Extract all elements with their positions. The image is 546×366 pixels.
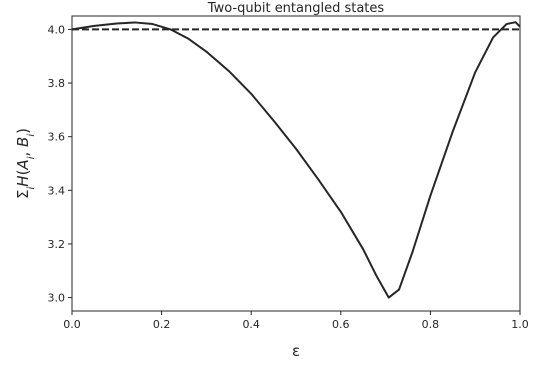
y-label-paren-close: ) bbox=[14, 128, 32, 134]
series-curve bbox=[71, 21, 521, 299]
plot-frame bbox=[71, 15, 521, 312]
x-tick-label: 0.0 bbox=[63, 318, 81, 331]
y-tick-label: 3.6 bbox=[48, 131, 66, 144]
y-tick-label: 3.2 bbox=[48, 238, 66, 251]
y-axis-label: ΣiH(Ai, Bi) bbox=[14, 128, 37, 199]
y-label-A: A bbox=[14, 159, 32, 170]
x-axis: 0.0 0.2 0.4 0.6 0.8 1.0 bbox=[63, 311, 529, 331]
y-label-comma: , bbox=[14, 147, 32, 157]
y-label-B: B bbox=[14, 137, 32, 147]
y-label-sub-i3: i bbox=[26, 134, 37, 137]
y-axis: 3.0 3.2 3.4 3.6 3.8 4.0 bbox=[48, 23, 72, 305]
y-label-H: H bbox=[14, 175, 32, 186]
x-tick-label: 0.8 bbox=[422, 318, 440, 331]
y-label-sub-i2: i bbox=[26, 156, 37, 159]
y-tick-label: 4.0 bbox=[48, 23, 66, 36]
y-tick-label: 3.4 bbox=[48, 184, 66, 197]
x-axis-label: ε bbox=[292, 342, 300, 360]
x-tick-label: 1.0 bbox=[511, 318, 529, 331]
y-tick-label: 3.0 bbox=[48, 292, 66, 305]
x-tick-label: 0.2 bbox=[153, 318, 171, 331]
y-label-sub-i: i bbox=[26, 186, 37, 189]
x-tick-label: 0.4 bbox=[242, 318, 260, 331]
y-label-paren-open: ( bbox=[14, 170, 32, 176]
series-layer bbox=[71, 21, 521, 299]
y-label-sigma: Σ bbox=[14, 189, 32, 198]
x-tick-label: 0.6 bbox=[332, 318, 350, 331]
y-tick-label: 3.8 bbox=[48, 77, 66, 90]
chart-title: Two-qubit entangled states bbox=[207, 1, 385, 16]
